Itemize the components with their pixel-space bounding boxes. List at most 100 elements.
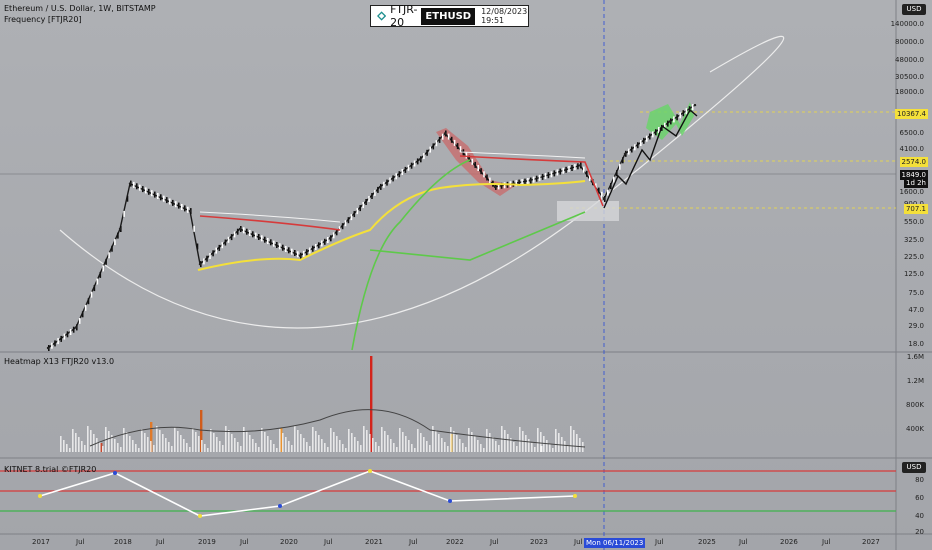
heatmap-bar xyxy=(576,434,578,452)
price-candle xyxy=(679,112,681,119)
price-series-line xyxy=(47,104,696,349)
price-point xyxy=(443,132,447,135)
heatmap-bar xyxy=(243,427,245,452)
price-candle xyxy=(279,243,281,250)
price-candle xyxy=(601,191,603,198)
heatmap-bar xyxy=(513,442,515,452)
heatmap-bar xyxy=(138,448,140,452)
price-point xyxy=(328,237,332,240)
price-candle xyxy=(96,278,99,285)
heatmap-bar xyxy=(189,447,191,452)
time-tick: Jul xyxy=(574,538,583,546)
heatmap-bar xyxy=(441,438,443,452)
heatmap-bar xyxy=(200,410,203,452)
price-candle xyxy=(84,304,87,311)
price-candle xyxy=(643,137,645,144)
ticker-box: FTJR-20 ETHUSD 12/08/2023 19:51 xyxy=(370,3,529,29)
price-candle xyxy=(54,340,56,347)
price-candle xyxy=(438,136,441,143)
price-candle xyxy=(356,208,359,215)
price-candle xyxy=(187,206,189,213)
time-tick: 2019 xyxy=(198,538,216,546)
price-tag: 707.1 xyxy=(903,204,928,214)
price-tick: 80000.0 xyxy=(895,38,924,46)
time-tick: Jul xyxy=(76,538,85,546)
heatmap-bar xyxy=(417,429,419,452)
price-candle xyxy=(81,311,84,318)
heatmap-bar xyxy=(555,429,557,452)
kitnet-point xyxy=(573,494,577,498)
heatmap-bar xyxy=(393,443,395,452)
heatmap-avg-line xyxy=(89,409,586,448)
price-candle xyxy=(613,176,615,183)
price-candle xyxy=(489,177,491,184)
price-candle xyxy=(565,166,567,173)
heatmap-bar xyxy=(387,435,389,452)
currency-badge[interactable]: USD xyxy=(902,4,926,15)
price-candle xyxy=(181,204,183,210)
heatmap-bar xyxy=(543,436,545,452)
price-candle xyxy=(562,167,564,174)
heatmap-bar xyxy=(498,445,500,452)
heatmap-bar xyxy=(141,429,143,452)
heatmap-bar xyxy=(192,428,194,452)
date-cursor-label: Mon 06/11/2023 xyxy=(584,538,646,548)
heatmap-bar xyxy=(117,443,119,452)
heatmap-bar xyxy=(279,429,281,452)
heatmap-bar xyxy=(123,428,125,452)
time-tick: 2026 xyxy=(780,538,798,546)
yellow-moving-average xyxy=(197,180,586,271)
price-candle xyxy=(108,252,110,259)
heatmap-bar xyxy=(87,426,89,452)
price-candle xyxy=(246,228,248,235)
price-candle xyxy=(541,173,544,180)
price-point xyxy=(46,346,50,350)
time-tick: 2027 xyxy=(862,538,880,546)
price-candle xyxy=(619,163,621,170)
heatmap-bar xyxy=(90,430,92,452)
heatmap-bar xyxy=(510,438,512,452)
price-candle xyxy=(102,265,104,272)
heatmap-bar xyxy=(171,446,173,452)
price-candle xyxy=(574,164,576,171)
price-candle xyxy=(114,239,116,246)
price-candle xyxy=(368,196,370,202)
heatmap-bar xyxy=(255,443,257,452)
price-candle xyxy=(423,153,425,160)
kitnet-currency-badge[interactable]: USD xyxy=(902,462,926,473)
heatmap-label: Heatmap X13 FTJR20 v13.0 xyxy=(4,357,115,366)
heatmap-bar xyxy=(354,437,356,452)
heatmap-bar xyxy=(381,427,383,452)
price-candle xyxy=(474,161,476,168)
price-candle xyxy=(586,170,588,177)
price-candle xyxy=(589,175,591,181)
heatmap-bar xyxy=(435,430,437,452)
price-candle xyxy=(252,231,254,238)
price-candle xyxy=(404,166,407,173)
time-tick: Jul xyxy=(240,538,249,546)
price-candle xyxy=(465,152,468,159)
price-candle xyxy=(139,184,141,191)
price-tick: 225.0 xyxy=(903,253,924,261)
price-candle xyxy=(105,258,107,265)
price-candle xyxy=(341,223,344,230)
price-candle xyxy=(527,178,529,184)
price-candle xyxy=(616,170,618,177)
price-candle xyxy=(90,291,93,298)
price-candle xyxy=(166,197,168,204)
price-candle xyxy=(553,170,556,177)
price-candle xyxy=(178,202,180,209)
heatmap-bar xyxy=(351,433,353,452)
heatmap-bar xyxy=(183,439,185,452)
heatmap-bar xyxy=(132,440,134,452)
diamond-logo-icon xyxy=(377,11,387,21)
price-candle xyxy=(544,173,547,180)
price-point xyxy=(693,103,697,107)
price-candle xyxy=(267,238,269,244)
heatmap-bar xyxy=(165,438,167,452)
price-candle xyxy=(215,247,217,254)
price-candle xyxy=(610,183,612,190)
heatmap-bar xyxy=(336,436,338,452)
